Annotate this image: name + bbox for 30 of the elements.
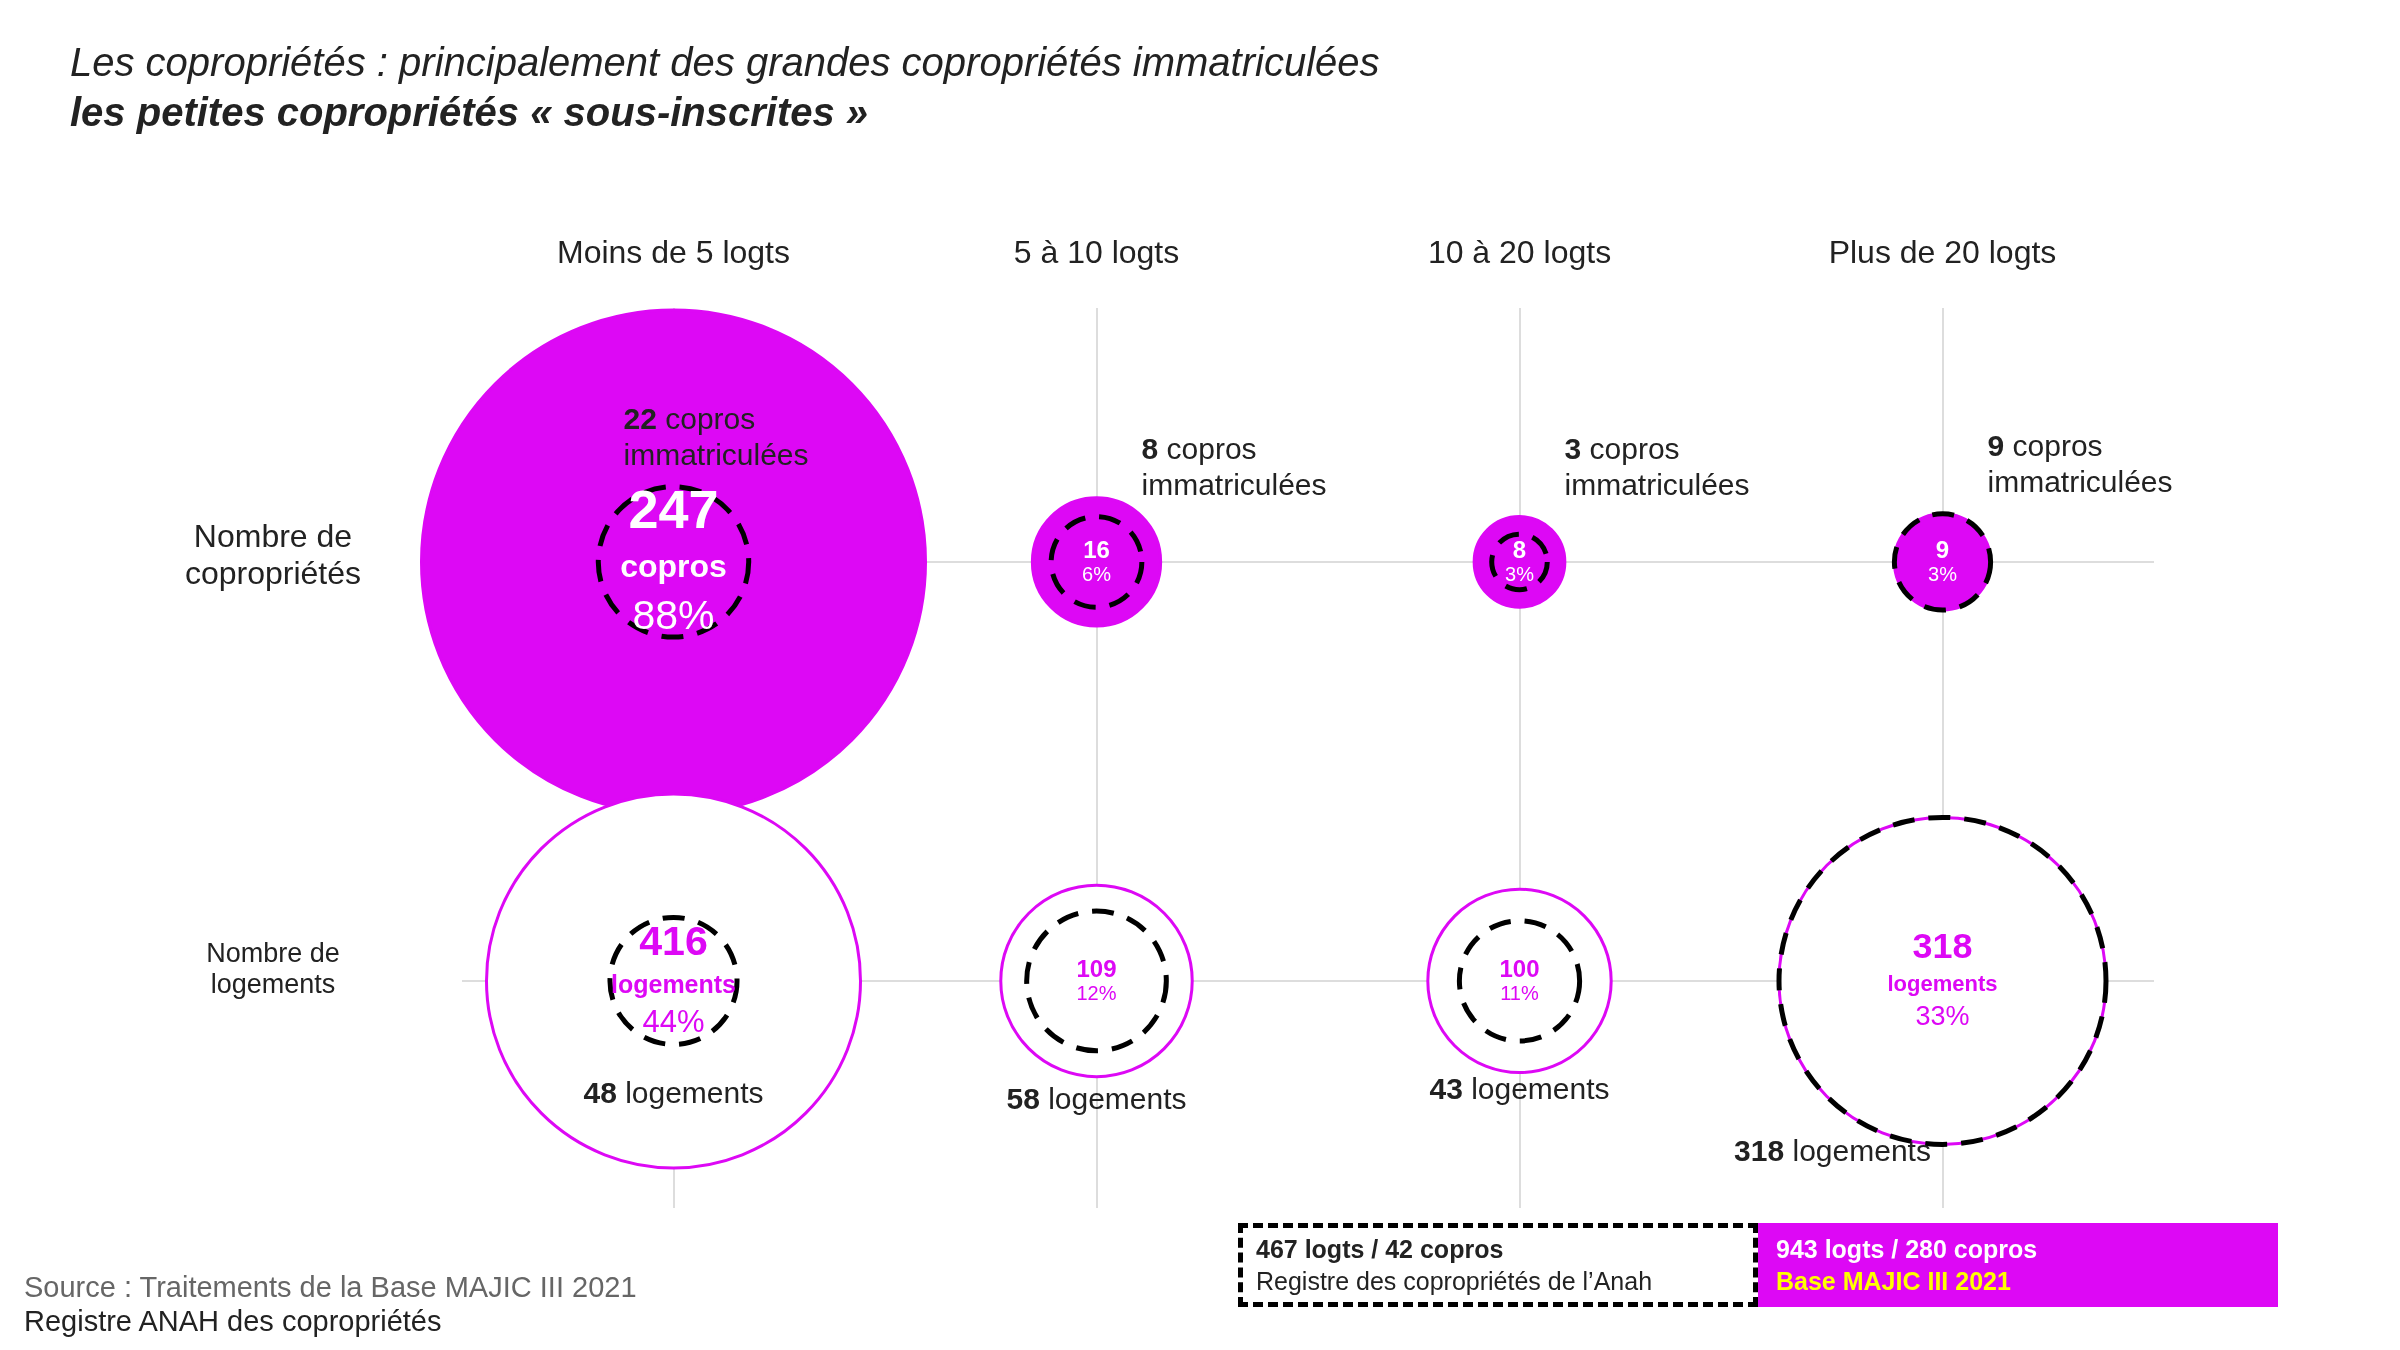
data-label: 100 11% — [1499, 954, 1540, 1005]
text: 467 logts / 42 copros — [1256, 1234, 1505, 1265]
category-label: 10 à 20 logts — [1426, 234, 1613, 271]
category-label: Plus de 20 logts — [1827, 234, 2058, 271]
data-label: 8 copros immatriculées — [1141, 431, 1327, 501]
source-note: Source : Traitements de la Base MAJIC III 2021 — [24, 1270, 637, 1304]
data-label: 48 logements — [583, 1075, 764, 1109]
data-label: 416 logements 44% — [610, 918, 737, 1039]
data-label: 318 logements 33% — [1887, 925, 1998, 1032]
data-label: 8 3% — [1505, 535, 1535, 586]
text: Registre ANAH des copropriétés — [24, 1304, 443, 1338]
text: 943 logts / 280 copros — [1776, 1234, 2038, 1265]
text: Nombre de copropriétés — [183, 518, 363, 592]
data-label: 109 12% — [1076, 954, 1117, 1005]
data-label: 3 copros immatriculées — [1564, 432, 1750, 502]
data-label: 43 logements — [1429, 1072, 1610, 1106]
category-label: Moins de 5 logts — [556, 234, 791, 271]
text: Base MAJIC III 2021 — [1776, 1266, 2012, 1297]
text: les petites copropriétés « sous-inscrites » — [70, 90, 869, 135]
data-label: 318 logements — [1734, 1134, 1931, 1168]
text: Nombre de logements — [205, 938, 341, 1000]
data-label: 247 copros 88% — [620, 479, 727, 638]
data-label: 9 3% — [1928, 535, 1958, 586]
text: Registre des copropriétés de l’Anah — [1256, 1266, 1653, 1297]
category-label: 5 à 10 logts — [1012, 234, 1181, 271]
data-label: 22 copros immatriculées — [623, 401, 809, 471]
data-label: 58 logements — [1006, 1082, 1187, 1115]
data-label: 9 copros immatriculées — [1987, 429, 2173, 499]
text: Les copropriétés : principalement des grandes copropriétés immatriculées — [70, 40, 1380, 85]
data-label: 16 6% — [1082, 535, 1112, 586]
